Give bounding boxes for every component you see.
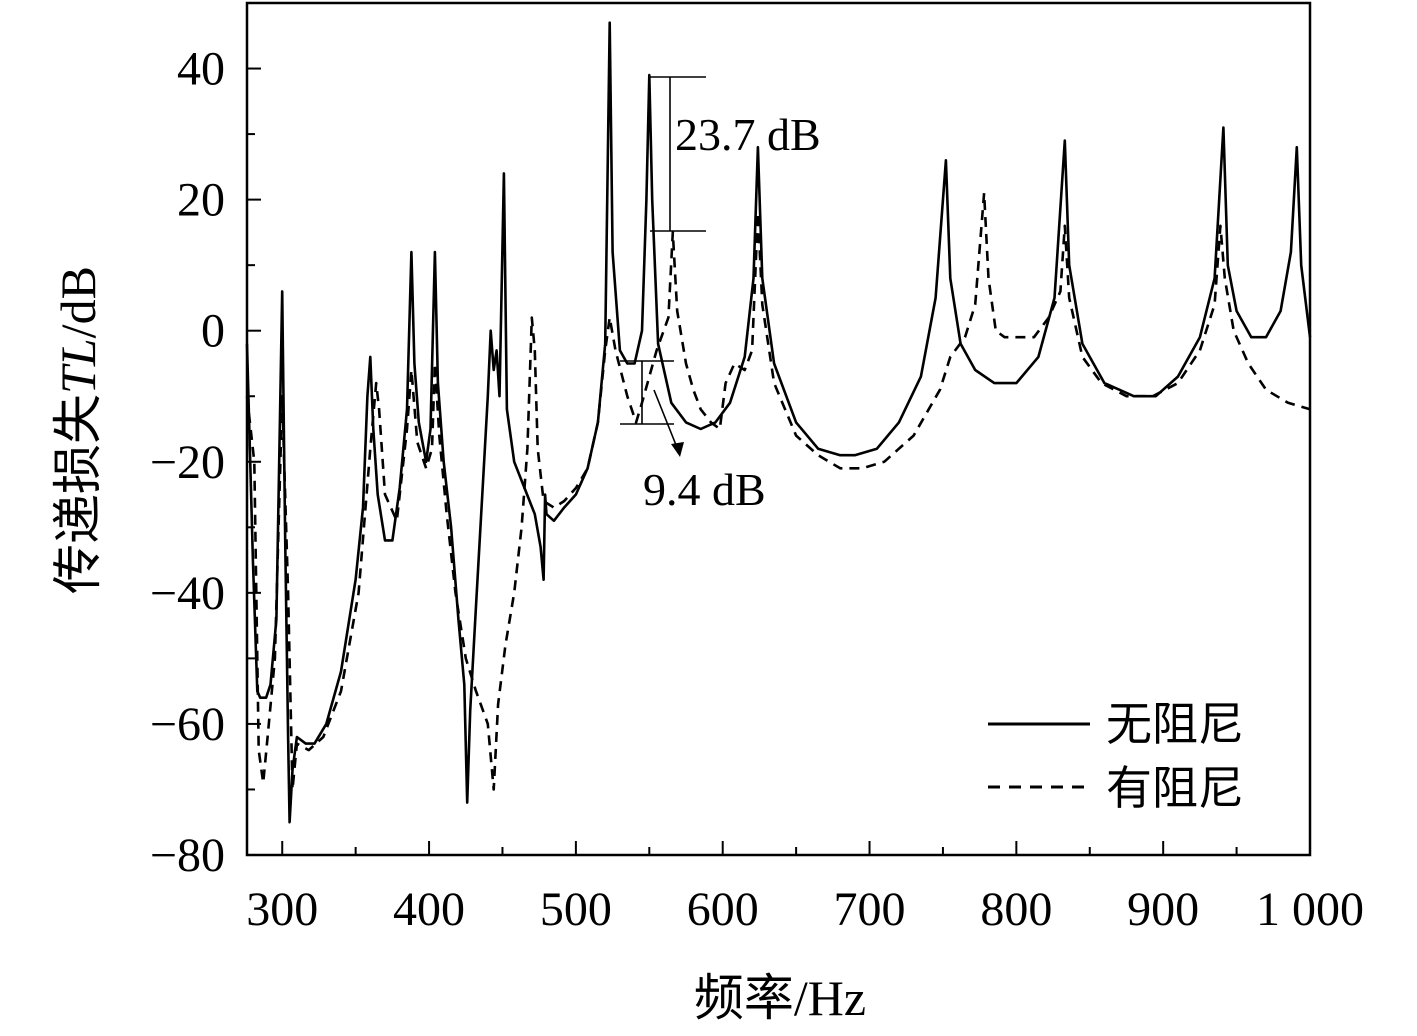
annotation-9-4db: 9.4 dB xyxy=(620,360,766,515)
annotation-23-7db: 23.7 dB xyxy=(650,76,821,232)
y-tick-label: −20 xyxy=(150,436,225,489)
legend-label-damping: 有阻尼 xyxy=(1106,763,1244,814)
legend: 无阻尼 有阻尼 xyxy=(988,699,1244,814)
axis-ticks xyxy=(247,2,1311,856)
y-tick-label: −40 xyxy=(150,567,225,620)
y-axis-title-prefix: 传递损失 xyxy=(50,394,106,594)
y-axis-title-unit: /dB xyxy=(50,266,106,338)
y-tick-label: 40 xyxy=(177,43,225,96)
y-axis-title: 传递损失TL/dB xyxy=(50,266,106,594)
x-tick-label: 900 xyxy=(1127,883,1199,936)
x-tick-label: 1 000 xyxy=(1256,883,1364,936)
legend-label-no-damping: 无阻尼 xyxy=(1106,699,1244,750)
x-tick-label: 600 xyxy=(687,883,759,936)
x-tick-labels: 300 400 500 600 700 800 900 1 000 xyxy=(246,883,1364,936)
y-tick-labels: −80 −60 −40 −20 0 20 40 xyxy=(150,43,225,882)
x-axis-title: 频率/Hz xyxy=(694,970,866,1026)
y-axis-title-symbol: TL xyxy=(50,338,106,394)
y-tick-label: 0 xyxy=(201,305,225,358)
y-tick-label: −80 xyxy=(150,829,225,882)
x-tick-label: 700 xyxy=(834,883,906,936)
annotation-arrow xyxy=(671,442,684,457)
y-tick-label: 20 xyxy=(177,174,225,227)
annotation-label-23-7db: 23.7 dB xyxy=(675,109,821,160)
y-tick-label: −60 xyxy=(150,698,225,751)
x-tick-label: 400 xyxy=(393,883,465,936)
x-tick-label: 500 xyxy=(540,883,612,936)
x-tick-label: 300 xyxy=(246,883,318,936)
plot-frame xyxy=(245,1,1312,857)
x-tick-label: 800 xyxy=(980,883,1052,936)
annotation-label-9-4db: 9.4 dB xyxy=(643,464,766,515)
